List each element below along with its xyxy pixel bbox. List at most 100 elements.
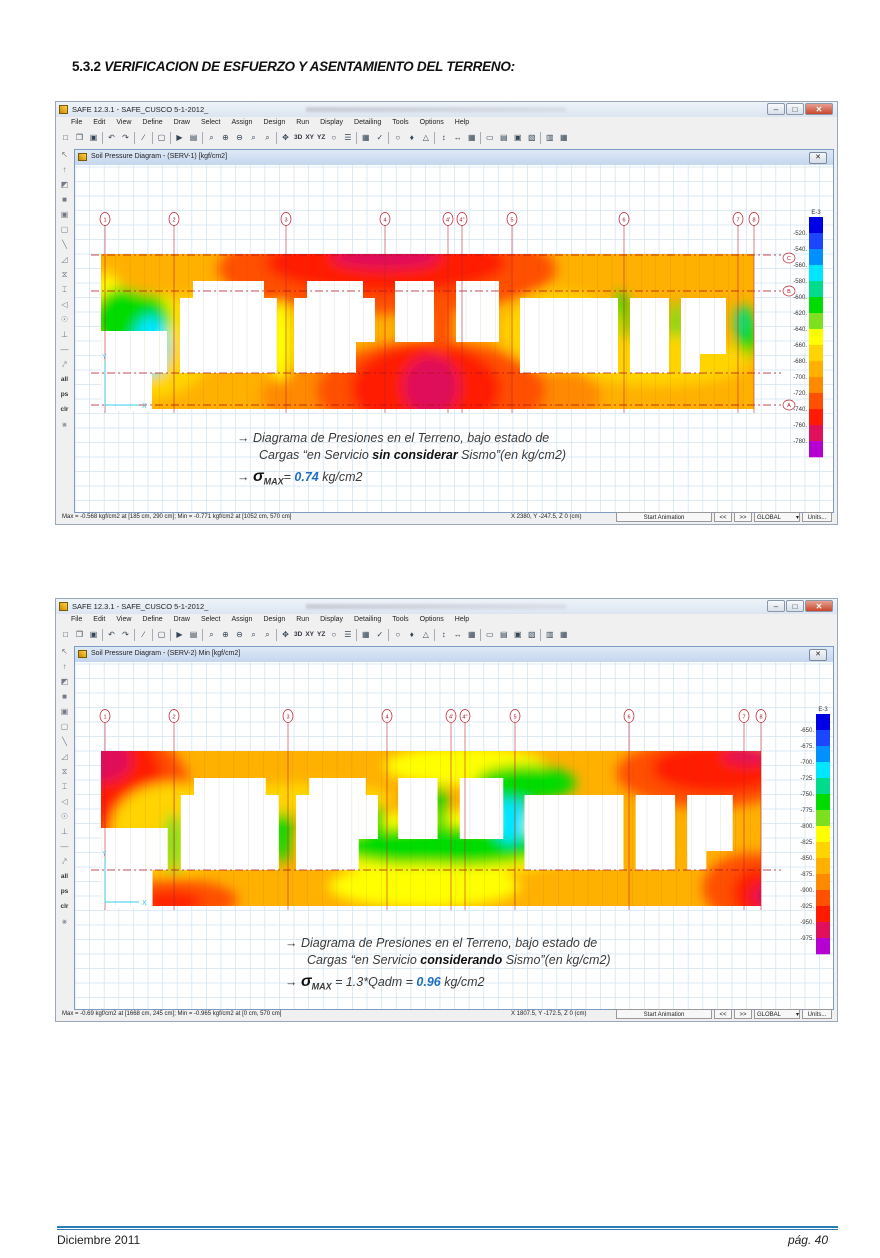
draw-slab-icon[interactable]: ▣ [60, 210, 69, 219]
reshape-icon[interactable]: ↑ [62, 662, 67, 671]
run-all-icon[interactable]: ▤ [189, 630, 198, 639]
menu-select[interactable]: Select [200, 119, 221, 126]
menu-help[interactable]: Help [454, 119, 470, 126]
display-icon[interactable]: ▧ [528, 133, 536, 142]
view-yz-button[interactable]: YZ [316, 134, 326, 141]
point-load-icon[interactable]: ♦ [409, 630, 414, 639]
run-icon[interactable]: ▶ [176, 630, 183, 639]
draw-dim-icon[interactable]: — [60, 345, 69, 354]
zoom-previous-icon[interactable]: ⌕ [265, 629, 270, 639]
draw-support-icon[interactable]: ⊥ [61, 330, 68, 339]
menu-view[interactable]: View [116, 616, 132, 623]
draw-point-icon[interactable]: ☉ [60, 812, 69, 821]
run-all-icon[interactable]: ▤ [189, 133, 198, 142]
draw-wall-icon[interactable]: ⧖ [61, 270, 68, 279]
beam-icon[interactable]: ↔ [453, 133, 462, 142]
select-clr-button[interactable]: clr [60, 903, 69, 910]
menu-file[interactable]: File [71, 119, 83, 126]
select-all-button[interactable]: all [60, 873, 69, 880]
draw-tendon-icon[interactable]: ◁ [61, 300, 68, 309]
close-button[interactable]: ✕ [805, 600, 833, 612]
view-3d-button[interactable]: 3D [294, 631, 303, 638]
next-button[interactable]: >> [734, 512, 752, 522]
menu-options[interactable]: Options [419, 616, 444, 623]
draw-rect-icon[interactable]: ■ [62, 195, 67, 204]
menu-assign[interactable]: Assign [231, 119, 253, 126]
menu-design[interactable]: Design [263, 616, 286, 623]
zoom-full-icon[interactable]: ⌕ [251, 629, 256, 639]
draw-wall-icon[interactable]: ⧖ [61, 767, 68, 776]
show-forces-icon[interactable]: ▣ [514, 133, 522, 142]
grid-icon[interactable]: ▦ [560, 630, 568, 639]
menu-run[interactable]: Run [296, 119, 310, 126]
menu-view[interactable]: View [116, 119, 132, 126]
units-button[interactable]: Units... [802, 1009, 832, 1019]
start-animation-button[interactable]: Start Animation [616, 1009, 712, 1019]
slab-icon[interactable]: ▭ [486, 133, 494, 142]
draw-line-icon[interactable]: ╲ [62, 737, 67, 746]
draw-strip-icon[interactable]: ⌶ [62, 285, 67, 294]
new-file-icon[interactable]: □ [63, 630, 68, 639]
show-forces-icon[interactable]: ▣ [514, 630, 522, 639]
column-icon[interactable]: ↕ [441, 133, 446, 142]
view-yz-button[interactable]: YZ [316, 631, 326, 638]
redo-icon[interactable]: ↷ [122, 630, 129, 639]
view-3d-button[interactable]: 3D [294, 134, 303, 141]
save-icon[interactable]: ▣ [89, 630, 98, 639]
menu-detailing[interactable]: Detailing [354, 119, 382, 126]
menu-tools[interactable]: Tools [392, 616, 409, 623]
menu-help[interactable]: Help [454, 616, 470, 623]
zoom-out-icon[interactable]: ⊖ [236, 133, 243, 142]
draw-beam-icon[interactable]: ◿ [61, 752, 68, 761]
menu-display[interactable]: Display [320, 616, 344, 623]
next-button[interactable]: >> [734, 1009, 752, 1019]
draw-point-icon[interactable]: ☉ [60, 315, 69, 324]
menu-define[interactable]: Define [142, 616, 163, 623]
draw-support-icon[interactable]: ⊥ [61, 827, 68, 836]
zoom-in-icon[interactable]: ⊕ [222, 133, 229, 142]
assign-icon[interactable]: ▦ [362, 133, 370, 142]
draw-area-icon[interactable]: ◩ [60, 180, 69, 189]
refresh-window-icon[interactable]: ▢ [157, 630, 166, 639]
check-icon[interactable]: ✓ [376, 630, 384, 639]
draw-area-icon[interactable]: ◩ [60, 677, 69, 686]
minimize-button[interactable]: – [767, 600, 785, 612]
draw-dim-icon[interactable]: — [60, 842, 69, 851]
column-icon[interactable]: ↕ [441, 630, 446, 639]
menu-run[interactable]: Run [296, 616, 310, 623]
zoom-full-icon[interactable]: ⌕ [251, 132, 256, 142]
pencil-icon[interactable]: ∕ [142, 630, 145, 639]
circle-icon[interactable]: ○ [395, 133, 401, 142]
view-xy-button[interactable]: XY [305, 631, 314, 638]
maximize-button[interactable]: □ [786, 600, 804, 612]
save-icon[interactable]: ▣ [89, 133, 98, 142]
pencil-icon[interactable]: ∕ [142, 133, 145, 142]
snap-icon[interactable]: ⤤ [62, 857, 67, 866]
menu-edit[interactable]: Edit [93, 616, 106, 623]
draw-strip-icon[interactable]: ⌶ [62, 782, 67, 791]
menu-detailing[interactable]: Detailing [354, 616, 382, 623]
perspective-icon[interactable]: ○ [331, 630, 337, 639]
pan-icon[interactable]: ✥ [282, 133, 289, 142]
menu-assign[interactable]: Assign [231, 616, 253, 623]
beam-icon[interactable]: ↔ [453, 630, 462, 639]
pointer-icon[interactable]: ↖ [61, 150, 68, 159]
view-xy-button[interactable]: XY [305, 134, 314, 141]
plot-canvas[interactable]: 12344'4''5678CBAXYE-3-650.-675.-700.-725… [74, 662, 833, 1009]
menu-tools[interactable]: Tools [392, 119, 409, 126]
diagram-close-button[interactable]: ✕ [809, 152, 827, 164]
open-folder-icon[interactable]: ❐ [75, 133, 84, 142]
show-table-icon[interactable]: ▤ [500, 133, 508, 142]
select-all-button[interactable]: all [60, 376, 69, 383]
previous-button[interactable]: << [714, 1009, 732, 1019]
minimize-button[interactable]: – [767, 103, 785, 115]
select-ps-button[interactable]: ps [60, 888, 69, 895]
draw-line-icon[interactable]: ╲ [62, 240, 67, 249]
grid-icon[interactable]: ▦ [560, 133, 568, 142]
zoom-in-icon[interactable]: ⊕ [222, 630, 229, 639]
select-clr-button[interactable]: clr [60, 406, 69, 413]
zoom-previous-icon[interactable]: ⌕ [265, 132, 270, 142]
chart-icon[interactable]: ▥ [546, 133, 554, 142]
menu-draw[interactable]: Draw [173, 616, 190, 623]
circle-icon[interactable]: ○ [395, 630, 401, 639]
